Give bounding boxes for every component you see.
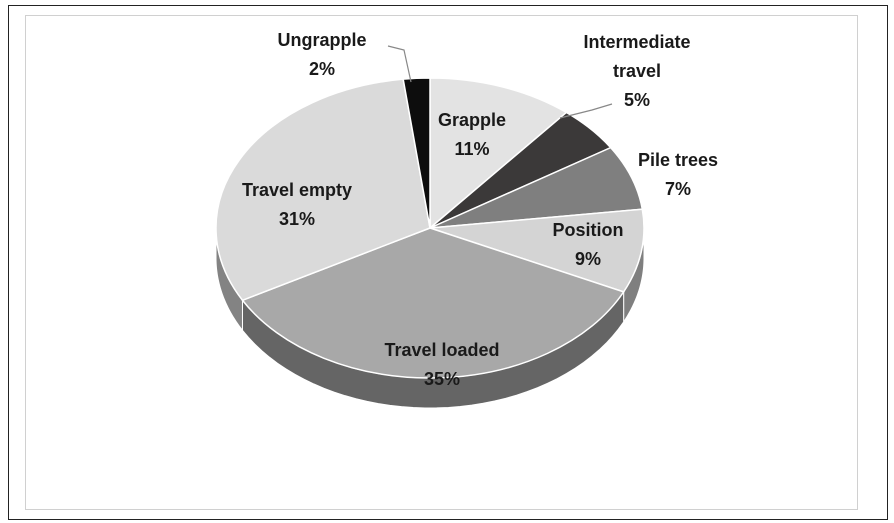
slice-label: Ungrapple 2% [262,26,382,84]
slice-label: Travel empty 31% [217,176,377,234]
slice [429,208,645,293]
slice-label: Travel loaded 35% [362,336,522,394]
pie [215,77,645,409]
slice [241,227,625,379]
value-label: 9% [574,249,601,269]
slice-label: Pile trees 7% [618,146,738,204]
slice-label: Grapple 11% [412,106,532,164]
value-label: 31% [278,209,316,229]
slice-label: Position 9% [528,216,648,274]
category-label: Position [552,220,624,240]
category-label: Travel empty [241,180,353,200]
category-label: Intermediate travel [583,32,691,81]
slice [429,77,568,230]
value-label: 11% [454,139,490,159]
leader-line [559,103,613,119]
slice [402,77,431,229]
leader-line [387,45,412,83]
value-label: 2% [308,59,335,79]
value-label: 7% [664,179,691,199]
category-label: Ungrapple [277,30,367,50]
value-label: 5% [623,90,650,110]
slice-label: Intermediate travel 5% [562,28,712,115]
category-label: Pile trees [637,150,719,170]
category-label: Grapple [437,110,507,130]
category-label: Travel loaded [384,340,500,360]
value-label: 35% [423,369,461,389]
slice [215,78,431,302]
